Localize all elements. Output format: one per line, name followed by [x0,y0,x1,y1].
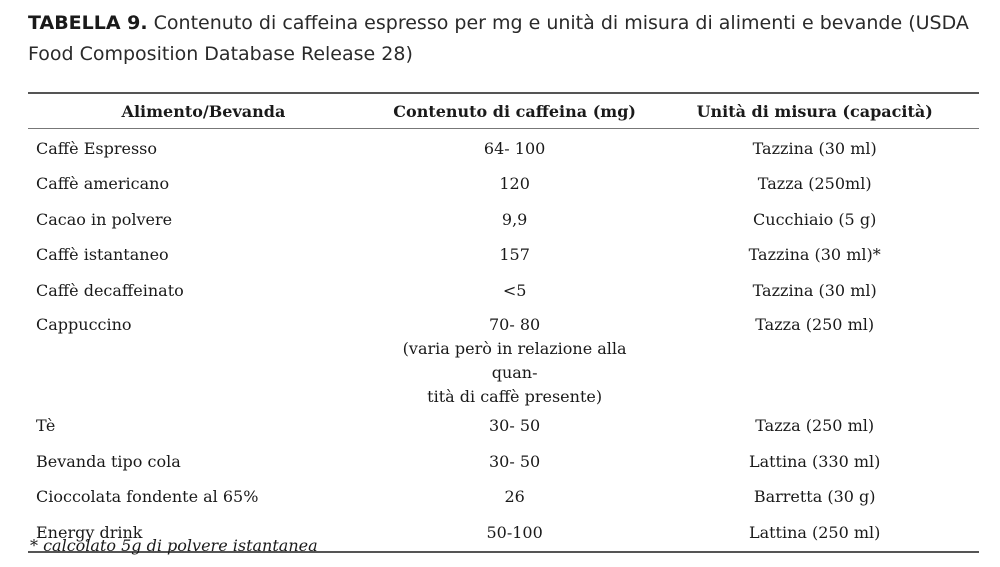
caption-label: TABELLA 9. [28,12,148,34]
cappuccino-note-line2: tità di caffè presente) [427,386,603,406]
cell-unit: Lattina (250 ml) [650,515,979,553]
caffeine-table: Alimento/Bevanda Contenuto di caffeina (… [28,92,979,553]
cell-food: Energy drink [28,515,379,553]
table-row: Caffè americano 120 Tazza (250ml) [28,167,979,203]
cell-caffeine: 30- 50 [489,416,541,436]
table-row: Caffè decaffeinato <5 Tazzina (30 ml) [28,273,979,309]
table-row: Caffè istantaneo 157 Tazzina (30 ml)* [28,238,979,274]
cell-unit: Tazzina (30 ml) [752,138,877,158]
table-footnote: * calcolato 5g di polvere istantanea [30,536,318,555]
cell-caffeine: <5 [502,280,527,300]
table-row: Cacao in polvere 9,9 Cucchiaio (5 g) [28,202,979,238]
cell-caffeine: 9,9 [501,209,528,229]
cell-caffeine: 120 [499,174,530,194]
cell-unit: Cucchiaio (5 g) [753,209,877,229]
caption-text: Contenuto di caffeina espresso per mg e … [28,12,969,65]
cell-unit: Tazza (250 ml) [755,416,875,436]
table-row: Caffè Espresso 64- 100 Tazzina (30 ml) [28,129,979,167]
cell-food: Tè [36,416,56,436]
cell-caffeine: 157 [499,245,530,265]
cell-caffeine: 64- 100 [483,138,546,158]
table-row: Energy drink 50-100 Lattina (250 ml) [28,515,979,553]
cell-unit: Barretta (30 g) [753,487,876,507]
cell-food: Caffè decaffeinato [36,280,184,300]
cell-caffeine-with-note: 70- 80 (varia però in relazione alla qua… [379,309,650,409]
cell-unit: Lattina (330 ml) [748,451,881,471]
table-row: Cioccolata fondente al 65% 26 Barretta (… [28,480,979,516]
cell-food: Cacao in polvere [36,209,173,229]
cell-caffeine: 70- 80 [489,314,541,334]
caffeine-table-wrapper: Alimento/Bevanda Contenuto di caffeina (… [28,92,979,553]
cell-caffeine: 26 [504,487,525,507]
table-row: Tè 30- 50 Tazza (250 ml) [28,409,979,445]
table-header-row: Alimento/Bevanda Contenuto di caffeina (… [28,92,979,129]
cell-caffeine: 30- 50 [489,451,541,471]
table-row: Bevanda tipo cola 30- 50 Lattina (330 ml… [28,444,979,480]
cell-food: Caffè americano [36,174,170,194]
cell-food: Caffè istantaneo [36,245,169,265]
cell-caffeine: 50-100 [378,515,651,553]
cell-unit: Tazzina (30 ml) [752,280,877,300]
header-unit: Unità di misura (capacità) [650,92,979,129]
cell-food: Cioccolata fondente al 65% [36,487,259,507]
cell-unit: Tazza (250ml) [757,174,872,194]
cappuccino-note-line1: (varia però in relazione alla quan- [402,338,627,382]
table-row: Cappuccino 70- 80 (varia però in relazio… [28,309,979,409]
cell-unit: Tazzina (30 ml)* [748,245,881,265]
cell-unit: Tazza (250 ml) [755,314,875,334]
cell-food: Caffè Espresso [36,138,158,158]
table-caption: TABELLA 9. Contenuto di caffeina espress… [28,8,978,70]
cell-food: Bevanda tipo cola [36,451,181,471]
header-food: Alimento/Bevanda [28,92,379,129]
header-caffeine: Contenuto di caffeina (mg) [378,92,651,129]
cell-food: Cappuccino [36,314,132,334]
